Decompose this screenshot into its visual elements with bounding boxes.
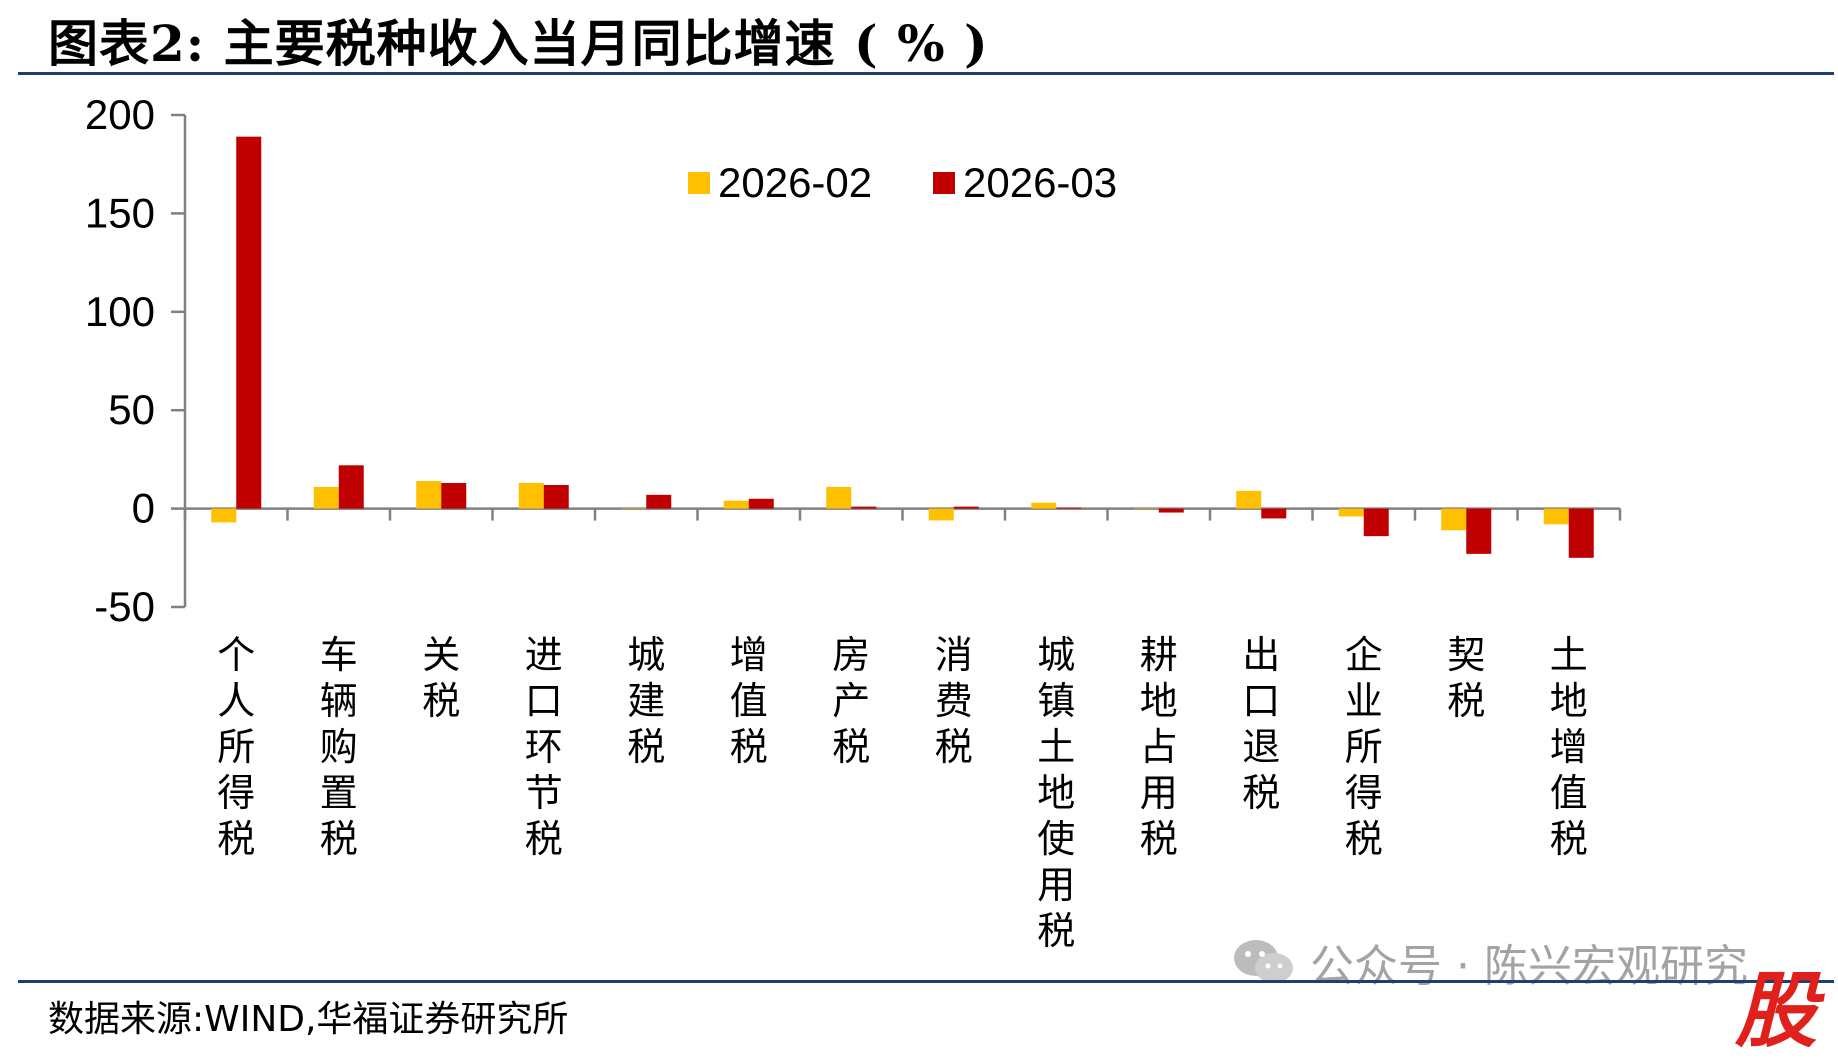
- category-label: 个人所得税: [217, 633, 255, 861]
- chart-title: 图表2: 主要税种收入当月同比增速 ( % ): [48, 14, 989, 73]
- legend: 2026-02 2026-03: [688, 159, 1117, 206]
- category-label: 契税: [1447, 633, 1485, 723]
- bar: [313, 486, 339, 509]
- category-label: 城镇土地使用税: [1037, 633, 1075, 953]
- bar: [1338, 508, 1364, 517]
- category-label: 土地增值税: [1550, 633, 1588, 861]
- bar: [518, 483, 544, 509]
- bar: [851, 506, 877, 509]
- bar: [1158, 508, 1184, 513]
- bar: [1133, 508, 1159, 510]
- y-tick-label: 150: [85, 189, 155, 236]
- category-labels: 个人所得税 车辆购置税 关税 进口环节税 城建税 增值税 房产税 消费税 城镇土地使用税 耕地占用…: [217, 633, 1588, 953]
- category-label: 房产税: [832, 633, 870, 769]
- title-rule: [18, 72, 1834, 75]
- category-label: 关税: [422, 633, 460, 723]
- watermark-text: 公众号 · 陈兴宏观研究: [1310, 941, 1748, 992]
- y-tick-label: 200: [85, 91, 155, 138]
- bar: [543, 484, 569, 509]
- category-label: 耕地占用税: [1140, 633, 1178, 861]
- category-label: 增值税: [730, 633, 768, 769]
- bar: [1056, 507, 1082, 509]
- bar: [236, 136, 262, 509]
- x-axis: [183, 507, 1622, 521]
- bar: [1441, 508, 1467, 531]
- bars: [211, 136, 1594, 558]
- category-label: 车辆购置税: [320, 633, 358, 861]
- category-label: 企业所得税: [1345, 633, 1383, 861]
- legend-swatch: [688, 172, 710, 194]
- legend-label: 2026-03: [963, 159, 1117, 206]
- bar: [1466, 508, 1492, 554]
- source-rule: [18, 980, 1834, 983]
- bar: [953, 506, 979, 509]
- bar: [211, 508, 237, 523]
- category-label: 消费税: [935, 633, 973, 769]
- legend-label: 2026-02: [718, 159, 872, 206]
- watermark: 公众号 · 陈兴宏观研究: [1230, 930, 1748, 994]
- bar: [1261, 508, 1287, 519]
- y-tick-label: 0: [132, 485, 155, 532]
- wechat-icon: [1234, 940, 1293, 983]
- bar: [1031, 502, 1057, 509]
- bar: [1236, 490, 1262, 509]
- bar: [621, 508, 647, 510]
- bar: [1568, 508, 1594, 558]
- y-tick-label: 100: [85, 288, 155, 335]
- category-label: 进口环节税: [525, 633, 563, 861]
- category-label: 出口退税: [1242, 633, 1280, 815]
- bar: [928, 508, 954, 521]
- bar: [826, 486, 852, 509]
- y-tick-label: -50: [94, 583, 155, 630]
- bar: [748, 498, 774, 509]
- bar: [1543, 508, 1569, 525]
- bar: [441, 483, 467, 509]
- category-label: 城建税: [627, 633, 665, 769]
- y-tick-label: 50: [108, 386, 155, 433]
- y-axis: 200 150 100 50 0 -50: [85, 91, 187, 630]
- source-note: 数据来源:WIND,华福证券研究所: [48, 999, 569, 1040]
- bar: [646, 494, 672, 509]
- corner-logo: 股: [1735, 964, 1817, 1059]
- bar: [416, 481, 442, 509]
- bar: [723, 500, 749, 509]
- bar: [338, 465, 364, 509]
- legend-swatch: [933, 172, 955, 194]
- bar: [1363, 508, 1389, 537]
